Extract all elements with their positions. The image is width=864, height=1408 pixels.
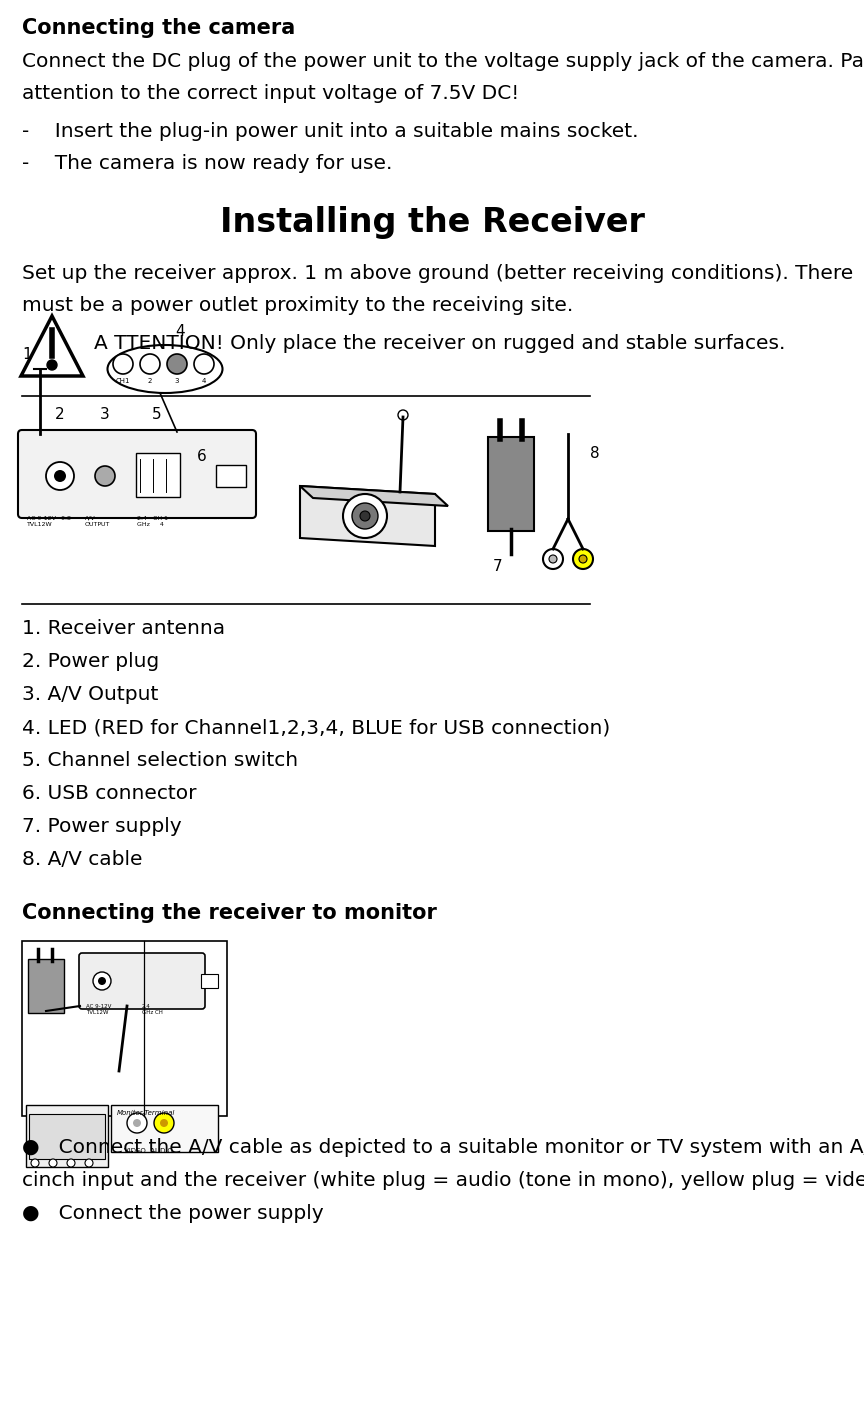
Polygon shape [21,315,83,376]
Circle shape [47,360,57,370]
Circle shape [398,410,408,420]
Text: CH1: CH1 [116,377,130,384]
Circle shape [167,353,187,375]
Text: Set up the receiver approx. 1 m above ground (better receiving conditions). Ther: Set up the receiver approx. 1 m above gr… [22,265,854,283]
Circle shape [160,1119,168,1126]
Text: Connect the DC plug of the power unit to the voltage supply jack of the camera. : Connect the DC plug of the power unit to… [22,52,864,70]
Circle shape [140,353,160,375]
Text: 1. Receiver antenna: 1. Receiver antenna [22,620,226,638]
Circle shape [31,1159,39,1167]
Text: A TTENTION! Only place the receiver on rugged and stable surfaces.: A TTENTION! Only place the receiver on r… [94,334,785,353]
Circle shape [93,972,111,990]
Text: 8: 8 [590,446,600,460]
Text: 3: 3 [100,407,110,422]
Circle shape [194,353,214,375]
Text: ●   Connect the power supply: ● Connect the power supply [22,1204,324,1224]
Text: 2: 2 [55,407,65,422]
FancyBboxPatch shape [28,959,64,1012]
Circle shape [154,1112,174,1133]
FancyBboxPatch shape [26,1105,108,1167]
Circle shape [573,549,593,569]
Text: Monitor-Terminal: Monitor-Terminal [117,1110,175,1117]
Circle shape [579,555,587,563]
Text: Installing the Receiver: Installing the Receiver [219,206,645,239]
Text: 2.4
GHz CH: 2.4 GHz CH [142,1004,163,1015]
Text: 3: 3 [175,377,179,384]
FancyBboxPatch shape [201,974,218,988]
Text: 2.4   CH 1
GHz     4: 2.4 CH 1 GHz 4 [137,515,168,527]
Circle shape [54,470,66,482]
Text: AC 9-12V
TVL12W: AC 9-12V TVL12W [86,1004,111,1015]
Circle shape [127,1112,147,1133]
Text: 3. A/V Output: 3. A/V Output [22,686,158,704]
Circle shape [67,1159,75,1167]
Circle shape [543,549,563,569]
FancyBboxPatch shape [22,941,227,1117]
Circle shape [133,1119,141,1126]
FancyBboxPatch shape [29,1114,105,1159]
Circle shape [360,511,370,521]
Text: 7. Power supply: 7. Power supply [22,817,181,836]
Text: -    Insert the plug-in power unit into a suitable mains socket.: - Insert the plug-in power unit into a s… [22,122,638,141]
Text: 4: 4 [202,377,206,384]
Circle shape [343,494,387,538]
FancyBboxPatch shape [136,453,180,497]
Text: 5. Channel selection switch: 5. Channel selection switch [22,750,298,770]
Circle shape [113,353,133,375]
FancyBboxPatch shape [79,953,205,1010]
Text: cinch input and the receiver (white plug = audio (tone in mono), yellow plug = v: cinch input and the receiver (white plug… [22,1171,864,1190]
Ellipse shape [107,345,223,393]
FancyBboxPatch shape [18,429,256,518]
Text: 2: 2 [148,377,152,384]
Polygon shape [300,486,435,546]
Text: 4: 4 [175,324,185,339]
Circle shape [352,503,378,529]
Text: Connecting the receiver to monitor: Connecting the receiver to monitor [22,903,437,924]
Text: 4. LED (RED for Channel1,2,3,4, BLUE for USB connection): 4. LED (RED for Channel1,2,3,4, BLUE for… [22,718,610,736]
FancyBboxPatch shape [111,1105,218,1152]
Text: 6: 6 [197,449,206,465]
Polygon shape [300,486,448,505]
Text: 5: 5 [152,407,162,422]
Text: A/V
OUTPUT: A/V OUTPUT [85,515,111,527]
Text: 8. A/V cable: 8. A/V cable [22,850,143,869]
Text: VIDEO  AUDIO: VIDEO AUDIO [124,1148,173,1155]
Text: Connecting the camera: Connecting the camera [22,18,295,38]
Circle shape [46,462,74,490]
Text: 2. Power plug: 2. Power plug [22,652,159,672]
Circle shape [49,1159,57,1167]
Text: -    The camera is now ready for use.: - The camera is now ready for use. [22,153,392,173]
Text: 6. USB connector: 6. USB connector [22,784,196,803]
Circle shape [549,555,557,563]
FancyBboxPatch shape [216,465,246,487]
Text: 1: 1 [22,346,32,362]
Text: must be a power outlet proximity to the receiving site.: must be a power outlet proximity to the … [22,296,573,315]
Text: 7: 7 [493,559,503,574]
Circle shape [98,977,106,986]
Text: AC 9-12V=0.8
TVL12W: AC 9-12V=0.8 TVL12W [27,515,71,527]
FancyBboxPatch shape [488,436,534,531]
Circle shape [95,466,115,486]
Text: attention to the correct input voltage of 7.5V DC!: attention to the correct input voltage o… [22,84,519,103]
Circle shape [85,1159,93,1167]
Text: ●   Connect the A/V cable as depicted to a suitable monitor or TV system with an: ● Connect the A/V cable as depicted to a… [22,1138,864,1157]
